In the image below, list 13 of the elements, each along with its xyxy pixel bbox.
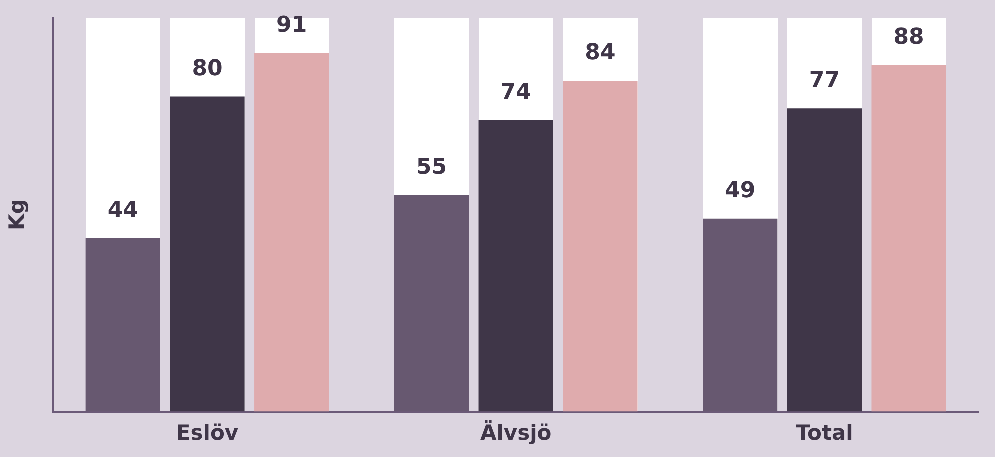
data-label: 55: [416, 154, 448, 180]
x-tick-label: Älvsjö: [480, 420, 552, 445]
x-tick-label: Eslöv: [176, 420, 239, 445]
data-label: 84: [585, 40, 616, 66]
data-label: 49: [725, 178, 756, 204]
x-tick-label: Total: [796, 420, 854, 445]
data-label: 77: [809, 68, 840, 94]
data-label: 80: [192, 56, 223, 82]
data-label: 91: [276, 13, 308, 38]
data-label: 74: [500, 80, 532, 106]
data-label: 88: [894, 24, 924, 50]
data-label: 44: [108, 198, 138, 224]
y-axis-title: Kg: [5, 199, 30, 231]
